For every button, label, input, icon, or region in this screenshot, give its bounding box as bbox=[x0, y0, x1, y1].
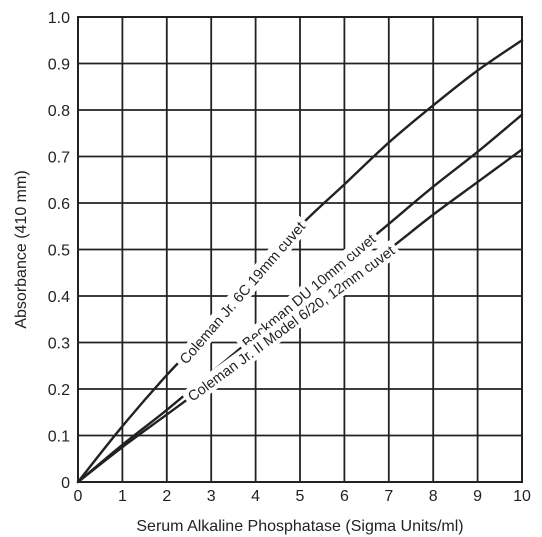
y-tick-label: 0.8 bbox=[48, 103, 70, 120]
x-tick-label: 3 bbox=[207, 488, 216, 505]
x-tick-label: 5 bbox=[296, 488, 305, 505]
y-tick-label: 0.3 bbox=[48, 336, 70, 353]
y-tick-label: 1.0 bbox=[48, 10, 70, 27]
x-axis-ticks: 0 1 2 3 4 5 6 7 8 9 10 bbox=[74, 488, 531, 505]
y-tick-label: 0 bbox=[61, 475, 70, 492]
curve-label-background bbox=[180, 239, 402, 408]
x-tick-label: 9 bbox=[473, 488, 482, 505]
x-tick-label: 10 bbox=[513, 488, 531, 505]
y-axis-label: Absorbance (410 mm) bbox=[13, 170, 30, 328]
y-tick-label: 0.5 bbox=[48, 243, 70, 260]
x-tick-label: 0 bbox=[74, 488, 83, 505]
x-tick-label: 8 bbox=[429, 488, 438, 505]
x-tick-label: 6 bbox=[340, 488, 349, 505]
y-axis-ticks: 0 0.1 0.2 0.3 0.4 0.5 0.6 0.7 0.8 0.9 1.0 bbox=[48, 10, 70, 492]
curve-label-group-1: Beckman DU 10mm cuvet bbox=[235, 227, 383, 355]
x-tick-label: 4 bbox=[251, 488, 260, 505]
x-tick-label: 1 bbox=[118, 488, 127, 505]
x-tick-label: 2 bbox=[162, 488, 171, 505]
x-tick-label: 7 bbox=[384, 488, 393, 505]
plot-frame bbox=[77, 16, 523, 483]
curve-label-background bbox=[235, 227, 383, 355]
y-tick-label: 0.2 bbox=[48, 382, 70, 399]
y-tick-label: 0.1 bbox=[48, 429, 70, 446]
y-tick-label: 0.7 bbox=[48, 150, 70, 167]
y-tick-label: 0.9 bbox=[48, 57, 70, 74]
y-tick-label: 0.4 bbox=[48, 289, 70, 306]
x-axis-label: Serum Alkaline Phosphatase (Sigma Units/… bbox=[136, 518, 463, 535]
curve-label-background bbox=[172, 214, 312, 371]
y-tick-label: 0.6 bbox=[48, 196, 70, 213]
